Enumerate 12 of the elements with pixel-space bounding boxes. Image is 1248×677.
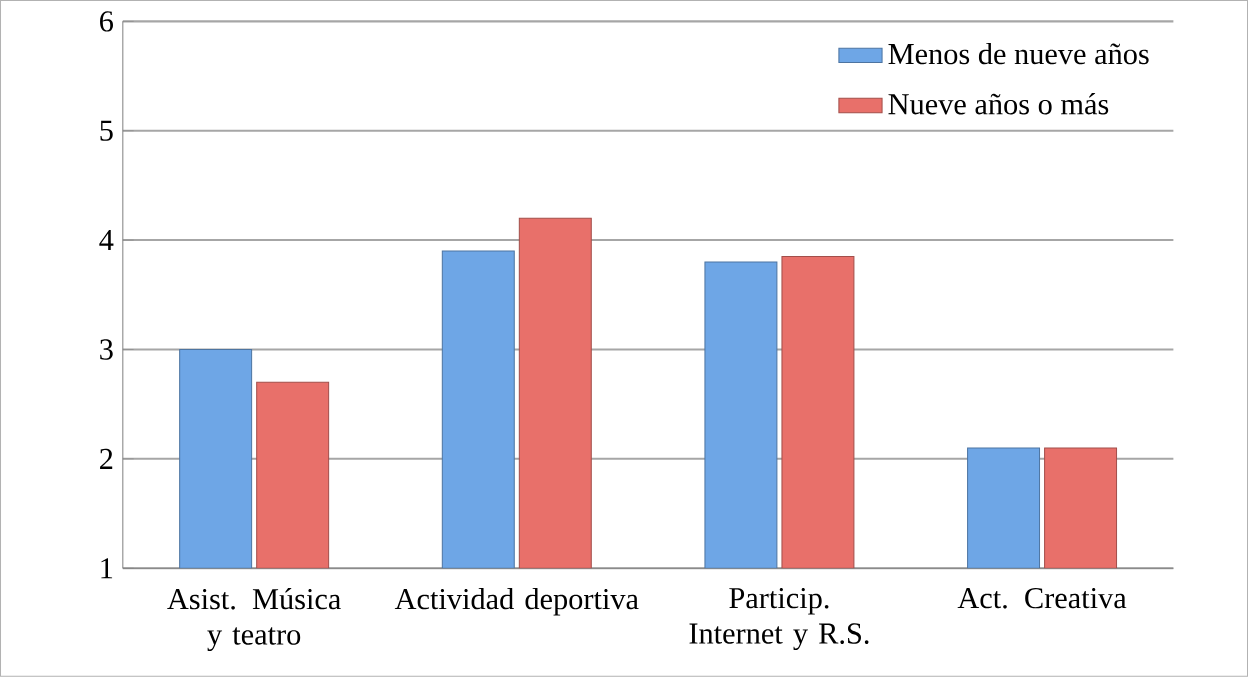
- x-tick-label: Act. Creativa: [957, 588, 1127, 609]
- x-tick-label: Asist. Música y teatro: [167, 588, 341, 652]
- y-tick-label: 1: [101, 558, 113, 579]
- y-tick-label: 2: [100, 448, 113, 470]
- legend-label: Nueve años o más: [888, 93, 1109, 115]
- y-tick-label: 3: [100, 339, 113, 360]
- x-tick-label: Particip. Internet y R.S.: [689, 588, 869, 651]
- y-tick-label: 4: [99, 230, 114, 251]
- x-tick-label: Actividad deportiva: [394, 588, 639, 616]
- y-tick-label: 5: [100, 120, 113, 141]
- legend-label: Menos de nueve años: [888, 43, 1149, 65]
- y-tick-label: 6: [100, 11, 113, 32]
